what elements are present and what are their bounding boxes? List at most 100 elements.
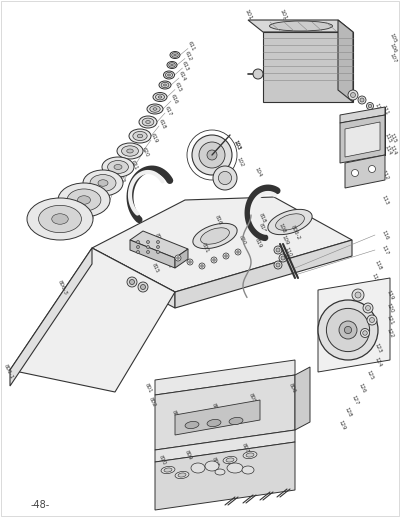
Ellipse shape: [246, 453, 254, 457]
Circle shape: [211, 257, 217, 263]
Ellipse shape: [229, 417, 243, 424]
Text: 801: 801: [144, 382, 152, 394]
Ellipse shape: [133, 131, 147, 141]
Text: 612: 612: [184, 51, 192, 63]
Ellipse shape: [243, 451, 257, 459]
Text: 115: 115: [388, 132, 398, 144]
Polygon shape: [175, 240, 352, 308]
Circle shape: [156, 251, 160, 253]
Text: 101: 101: [243, 9, 253, 21]
Text: 818: 818: [258, 222, 266, 234]
Polygon shape: [295, 367, 310, 430]
Ellipse shape: [153, 93, 167, 101]
Ellipse shape: [178, 473, 186, 477]
Text: 804: 804: [210, 402, 220, 414]
Text: 103: 103: [232, 139, 242, 151]
Text: 622: 622: [116, 172, 126, 184]
Circle shape: [276, 263, 280, 267]
Circle shape: [348, 139, 356, 147]
Text: 109: 109: [280, 234, 290, 246]
Circle shape: [367, 315, 377, 325]
Circle shape: [218, 172, 232, 185]
Ellipse shape: [167, 62, 177, 68]
Text: 128: 128: [344, 406, 352, 418]
Circle shape: [276, 248, 280, 252]
Ellipse shape: [114, 164, 122, 170]
Polygon shape: [175, 400, 260, 435]
Ellipse shape: [150, 106, 160, 112]
Text: 818: 818: [258, 212, 266, 224]
Circle shape: [136, 240, 140, 244]
Ellipse shape: [164, 84, 166, 86]
Polygon shape: [345, 122, 380, 157]
Circle shape: [355, 292, 361, 298]
Circle shape: [326, 309, 370, 352]
Circle shape: [360, 328, 370, 338]
Ellipse shape: [98, 180, 108, 186]
Polygon shape: [175, 249, 188, 268]
Circle shape: [207, 150, 217, 160]
Text: 121: 121: [386, 314, 394, 326]
Circle shape: [344, 326, 352, 333]
Text: 817: 817: [244, 202, 252, 214]
Text: 112: 112: [380, 169, 390, 181]
Circle shape: [339, 321, 357, 339]
Text: 123: 123: [374, 342, 382, 354]
Circle shape: [370, 317, 374, 323]
Text: 107: 107: [388, 52, 398, 64]
Circle shape: [366, 306, 370, 311]
Text: 623: 623: [100, 187, 108, 199]
Circle shape: [225, 255, 227, 257]
Ellipse shape: [193, 223, 237, 249]
Text: 809: 809: [184, 449, 192, 461]
Circle shape: [199, 142, 225, 168]
Circle shape: [177, 257, 179, 259]
Text: 119: 119: [386, 289, 394, 301]
Ellipse shape: [191, 463, 205, 473]
Ellipse shape: [164, 468, 172, 472]
Ellipse shape: [67, 189, 101, 211]
Text: 120: 120: [386, 302, 394, 314]
Ellipse shape: [161, 82, 169, 87]
Text: 106: 106: [388, 42, 398, 54]
Ellipse shape: [156, 94, 164, 100]
Circle shape: [156, 246, 160, 249]
Ellipse shape: [242, 466, 254, 474]
Ellipse shape: [90, 175, 116, 191]
Circle shape: [201, 265, 203, 267]
Text: 101: 101: [278, 9, 288, 21]
Ellipse shape: [102, 157, 134, 177]
Text: 615: 615: [174, 82, 182, 93]
Ellipse shape: [268, 209, 312, 235]
Circle shape: [274, 261, 282, 269]
Polygon shape: [248, 20, 353, 32]
Circle shape: [352, 170, 358, 176]
Ellipse shape: [205, 461, 219, 471]
Ellipse shape: [78, 196, 90, 204]
Text: 116: 116: [380, 229, 390, 241]
Circle shape: [274, 246, 282, 254]
Text: 111: 111: [374, 102, 382, 114]
Circle shape: [187, 259, 193, 265]
Ellipse shape: [227, 463, 243, 473]
Ellipse shape: [170, 52, 180, 58]
Circle shape: [175, 255, 181, 261]
Text: 819: 819: [250, 227, 260, 239]
Text: 802: 802: [148, 396, 156, 408]
Ellipse shape: [201, 228, 229, 244]
Ellipse shape: [27, 198, 93, 240]
Ellipse shape: [223, 457, 237, 464]
Text: 111: 111: [380, 104, 390, 116]
Ellipse shape: [139, 116, 157, 128]
Polygon shape: [155, 375, 295, 450]
Text: 616: 616: [170, 93, 178, 105]
Text: 808: 808: [210, 456, 220, 468]
Circle shape: [364, 135, 372, 143]
Ellipse shape: [171, 64, 173, 66]
Text: 108: 108: [278, 222, 286, 234]
Ellipse shape: [207, 419, 221, 427]
Ellipse shape: [169, 63, 175, 67]
Text: 102: 102: [236, 156, 244, 168]
Circle shape: [192, 135, 232, 175]
Polygon shape: [10, 248, 92, 386]
